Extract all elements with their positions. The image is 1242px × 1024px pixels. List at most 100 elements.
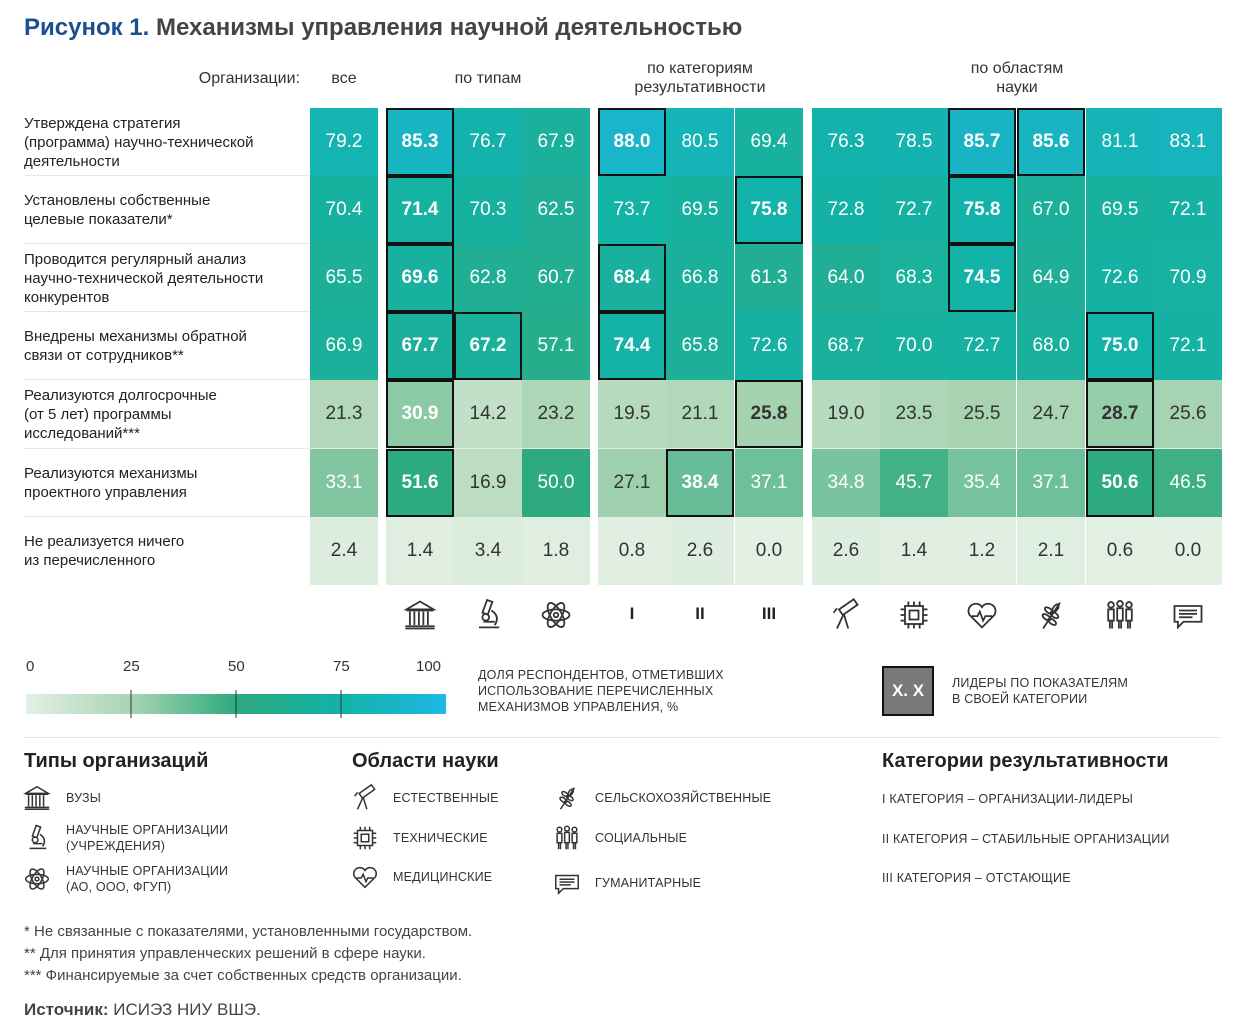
heatmap-cell: 1.2: [948, 517, 1016, 585]
heatmap-cell: 0.0: [735, 517, 803, 585]
heatmap-cell: 67.9: [522, 108, 590, 176]
heatmap-cell: 73.7: [598, 176, 666, 244]
legend-item-label: ГУМАНИТАРНЫЕ: [595, 876, 702, 890]
heatmap-cell: 69.4: [735, 108, 803, 176]
heatmap-cell: 50.6: [1086, 449, 1154, 517]
heatmap-cell: 67.2: [454, 312, 522, 380]
scale-tick: 75: [333, 658, 350, 675]
microscope-icon-legend: [22, 823, 52, 858]
heart-pulse-icon-legend: [350, 862, 380, 897]
category-legend-item: I КАТЕГОРИЯ – ОРГАНИЗАЦИИ-ЛИДЕРЫ: [882, 792, 1133, 806]
heatmap-cell: 2.6: [812, 517, 880, 585]
figure-heading: Механизмы управления научной деятельност…: [155, 14, 743, 41]
wheat-icon: [559, 787, 576, 810]
heatmap-cell: 0.6: [1086, 517, 1154, 585]
footnote-3: *** Финансируемые за счет собственных ср…: [24, 967, 462, 984]
heatmap-cell: 72.6: [735, 312, 803, 380]
wheat-icon-wrap: [1033, 597, 1069, 633]
heatmap-cell: 14.2: [454, 380, 522, 448]
footnote-2: ** Для принятия управленческих решений в…: [24, 945, 426, 962]
legend-fields-title: Области науки: [352, 750, 499, 772]
wheat-icon-legend: [552, 783, 582, 818]
heatmap-cell: 30.9: [386, 380, 454, 448]
heatmap-cell: 85.6: [1017, 108, 1085, 176]
organizations-header-label: Организации:: [198, 70, 300, 87]
telescope-icon: [832, 597, 859, 629]
leader-key-text: ЛИДЕРЫ ПО ПОКАЗАТЕЛЯМ В СВОЕЙ КАТЕГОРИИ: [952, 676, 1128, 706]
heatmap-cell: 25.5: [948, 380, 1016, 448]
category-roman-label: I: [629, 604, 635, 623]
heart-pulse-icon-wrap: [964, 597, 1000, 633]
chip-icon: [900, 601, 928, 629]
heatmap-cell: 74.4: [598, 312, 666, 380]
heatmap-cell: 34.8: [812, 449, 880, 517]
heatmap-cell: 72.7: [880, 176, 948, 244]
heatmap-cell: 70.4: [310, 176, 378, 244]
heatmap-cell: 57.1: [522, 312, 590, 380]
heatmap-cell: 2.4: [310, 517, 378, 585]
heatmap-cell: 68.7: [812, 312, 880, 380]
separator: [24, 737, 1220, 738]
group-gap: [378, 108, 386, 585]
color-scale-bar: [26, 690, 446, 718]
legend-item-label: СОЦИАЛЬНЫЕ: [595, 831, 688, 845]
speech-icon: [555, 874, 579, 896]
row-label: Не реализуется ничего из перечисленного: [24, 533, 185, 569]
heatmap-cell: 62.8: [454, 244, 522, 312]
row-label: Утверждена стратегия (программа) научно-…: [24, 114, 254, 170]
heatmap-cell: 71.4: [386, 176, 454, 244]
heatmap-cell: 50.0: [522, 449, 590, 517]
heatmap-cell: 1.8: [522, 517, 590, 585]
heatmap-cell: 68.0: [1017, 312, 1085, 380]
heatmap-cell: 80.5: [666, 108, 734, 176]
heatmap-cell: 35.4: [948, 449, 1016, 517]
heatmap-cell: 76.3: [812, 108, 880, 176]
people-icon-wrap: [1102, 597, 1138, 633]
heatmap-cell: 51.6: [386, 449, 454, 517]
row-label: Реализуются долгосрочные (от 5 лет) прог…: [24, 386, 217, 442]
heatmap-cell: 88.0: [598, 108, 666, 176]
heatmap-cell: 85.7: [948, 108, 1016, 176]
heart-pulse-icon: [352, 866, 378, 889]
heatmap-cell: 27.1: [598, 449, 666, 517]
category-legend-item: II КАТЕГОРИЯ – СТАБИЛЬНЫЕ ОРГАНИЗАЦИИ: [882, 832, 1170, 846]
heatmap-cell: 67.0: [1017, 176, 1085, 244]
row-label: Реализуются механизмы проектного управле…: [24, 465, 198, 501]
atom-icon: [25, 868, 49, 890]
group-header-categories: по категориям результативности: [634, 60, 766, 96]
heatmap-cell: 19.0: [812, 380, 880, 448]
scale-tick: 0: [26, 658, 35, 675]
row-label: Установлены собственные целевые показате…: [24, 192, 211, 228]
figure-label: Рисунок 1.: [24, 14, 150, 41]
heatmap-cell: 16.9: [454, 449, 522, 517]
heatmap-cell: 72.7: [948, 312, 1016, 380]
heatmap-cell: 45.7: [880, 449, 948, 517]
heatmap-cell: 76.7: [454, 108, 522, 176]
heatmap-cell: 70.0: [880, 312, 948, 380]
heatmap-cell: 21.1: [666, 380, 734, 448]
source-label: Источник:: [24, 1000, 109, 1019]
heatmap-cell: 60.7: [522, 244, 590, 312]
heatmap-cell: 68.3: [880, 244, 948, 312]
heatmap-cell: 78.5: [880, 108, 948, 176]
speech-icon: [1173, 605, 1203, 630]
heatmap-cell: 33.1: [310, 449, 378, 517]
group-gap: [803, 108, 812, 585]
speech-icon-wrap: [1170, 597, 1206, 633]
chip-icon-legend: [350, 823, 380, 858]
heatmap-cell: 23.2: [522, 380, 590, 448]
heatmap-cell: 72.8: [812, 176, 880, 244]
heatmap-cell: 46.5: [1154, 449, 1222, 517]
heatmap-cell: 69.6: [386, 244, 454, 312]
heatmap-cell: 38.4: [666, 449, 734, 517]
figure-title: Рисунок 1. Механизмы управления научной …: [24, 14, 742, 42]
heatmap-cell: 21.3: [310, 380, 378, 448]
heatmap-cell: 61.3: [735, 244, 803, 312]
university-icon: [22, 785, 52, 810]
people-icon: [1107, 600, 1133, 629]
telescope-icon-legend: [350, 783, 380, 818]
heatmap-cell: 75.8: [735, 176, 803, 244]
category-legend-item: III КАТЕГОРИЯ – ОТСТАЮЩИЕ: [882, 871, 1071, 885]
legend-item-label: СЕЛЬСКОХОЗЯЙСТВЕННЫЕ: [595, 791, 772, 805]
heatmap-cell: 66.8: [666, 244, 734, 312]
